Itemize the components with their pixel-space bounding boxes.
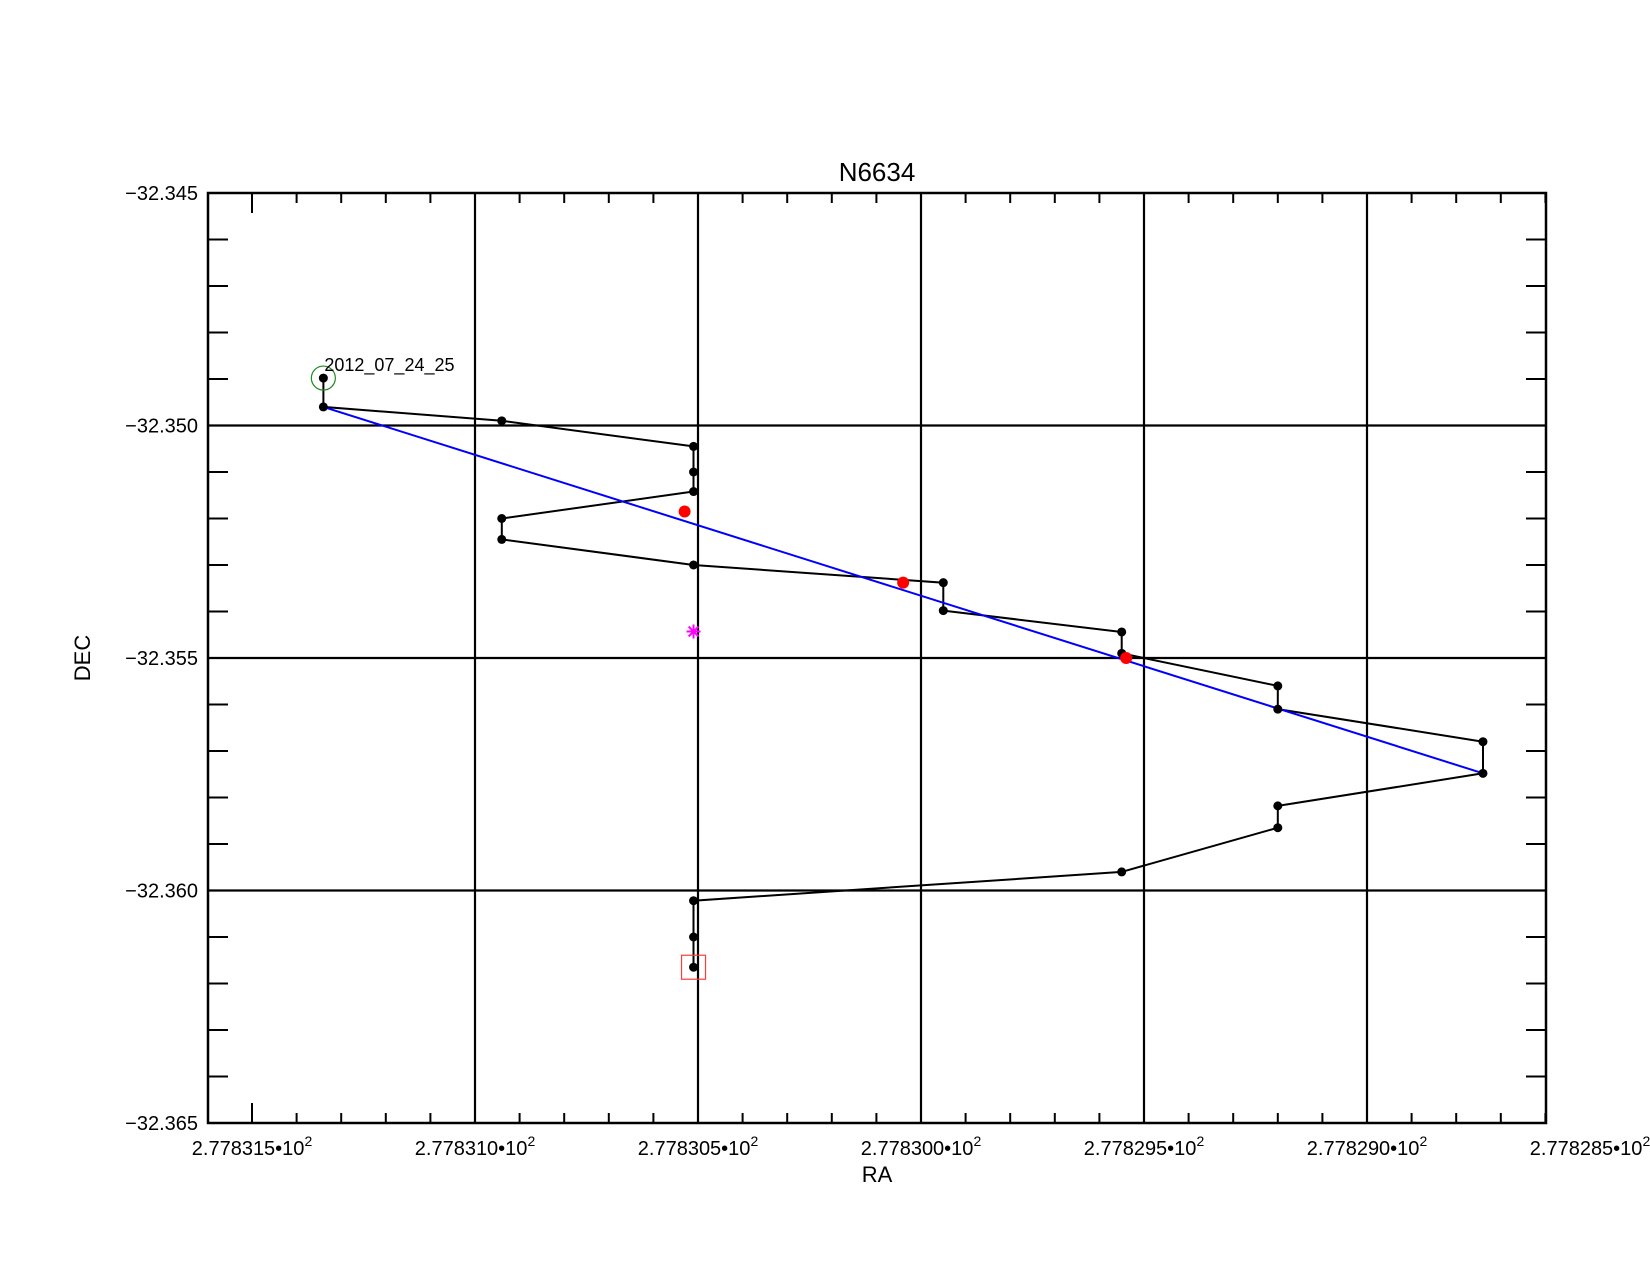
track-point — [318, 373, 328, 383]
track-point — [318, 402, 328, 412]
data-series: 2012_07_24_25 — [310, 355, 1488, 980]
track-point — [497, 416, 507, 426]
track-point — [1117, 867, 1127, 877]
highlight-point — [678, 505, 691, 518]
y-axis-title: DEC — [70, 635, 95, 682]
start-circle-marker — [310, 365, 336, 391]
track-point — [689, 441, 699, 451]
y-tick-label: −32.355 — [125, 648, 198, 670]
x-tick-label: 2.778300•102 — [861, 1133, 982, 1160]
track-point — [689, 467, 699, 477]
x-tick-label: 2.778305•102 — [638, 1133, 759, 1160]
asterisk-marker — [686, 624, 701, 639]
chart-title: N6634 — [839, 157, 916, 187]
y-tick-label: −32.360 — [125, 881, 198, 903]
x-tick-label: 2.778310•102 — [415, 1133, 536, 1160]
tick-marks — [208, 192, 1547, 1124]
gridlines — [208, 193, 1546, 1123]
fit-line — [323, 405, 1484, 775]
track-point — [689, 932, 699, 942]
x-tick-labels: 2.778315•102 2.778310•102 2.778305•102 2.77… — [192, 1133, 1650, 1160]
track-point — [938, 606, 948, 616]
end-square-marker — [680, 954, 707, 980]
x-tick-label: 2.778285•102 — [1530, 1133, 1650, 1160]
plot-frame — [206, 191, 1548, 1125]
track-line — [322, 378, 1484, 968]
track-point — [497, 534, 507, 544]
track-point — [1273, 704, 1283, 714]
highlight-point — [897, 576, 910, 589]
y-tick-label: −32.350 — [125, 416, 198, 438]
x-tick-label: 2.778290•102 — [1307, 1133, 1428, 1160]
x-axis-title: RA — [862, 1162, 893, 1187]
highlight-point — [1120, 652, 1133, 664]
x-tick-label: 2.778315•102 — [192, 1133, 313, 1160]
track-point — [938, 578, 948, 588]
track-point — [689, 962, 699, 972]
track-point — [1273, 801, 1283, 811]
y-tick-labels: −32.345 −32.350 −32.355 −32.360 −32.365 — [125, 183, 198, 1135]
track-point — [1478, 737, 1488, 747]
track-point — [1478, 768, 1488, 778]
track-point — [689, 487, 699, 497]
x-tick-label: 2.778295•102 — [1084, 1133, 1205, 1160]
y-tick-label: −32.365 — [125, 1113, 198, 1135]
track-point — [1273, 681, 1283, 691]
track-point — [497, 514, 507, 523]
y-tick-label: −32.345 — [125, 183, 198, 205]
track-point — [1273, 823, 1283, 833]
track-point — [689, 896, 699, 906]
track-point — [689, 560, 699, 570]
track-point — [1117, 627, 1127, 637]
point-annotation: 2012_07_24_25 — [324, 355, 454, 376]
